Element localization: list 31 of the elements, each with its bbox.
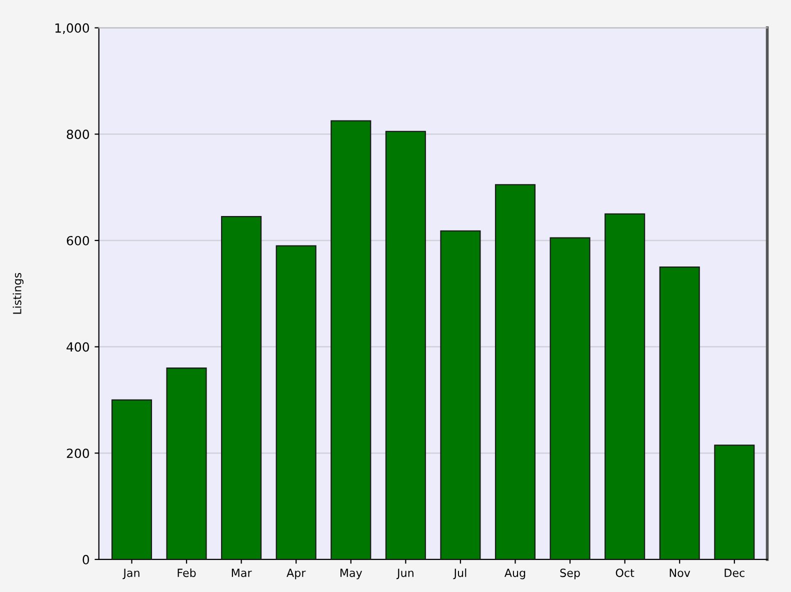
x-tick-label: Aug: [504, 568, 526, 580]
bar: [330, 120, 372, 560]
bar: [604, 213, 646, 560]
x-tick-label: Dec: [724, 568, 744, 578]
x-tick-label: Jul: [453, 568, 466, 580]
x-tick-label: Sep: [560, 568, 580, 580]
x-tick-label: Oct: [616, 568, 634, 578]
x-tick-label: Jan: [122, 568, 140, 580]
bar: [714, 444, 755, 560]
y-tick-label: 800: [66, 130, 90, 140]
x-tick-label: Feb: [178, 568, 196, 578]
bar: [385, 130, 426, 560]
y-tick-label: 200: [66, 448, 90, 458]
bar: [494, 184, 536, 560]
x-tick-label: May: [340, 568, 362, 580]
bar: [221, 216, 262, 560]
y-axis-title: Listings: [12, 272, 24, 314]
bar: [166, 368, 207, 560]
bar: [440, 230, 481, 560]
bar: [550, 237, 590, 560]
y-tick-label: 600: [66, 236, 90, 246]
bar: [111, 399, 152, 560]
x-tick-label: Mar: [232, 568, 252, 578]
y-tick-label: 1,000: [55, 23, 90, 34]
bar: [276, 245, 316, 560]
y-tick-label: 400: [66, 342, 90, 352]
bar: [659, 266, 700, 560]
x-tick-label: Apr: [286, 568, 306, 580]
y-tick-label: 0: [82, 554, 90, 564]
x-tick-label: Jun: [396, 568, 414, 580]
x-tick-label: Nov: [670, 568, 690, 578]
